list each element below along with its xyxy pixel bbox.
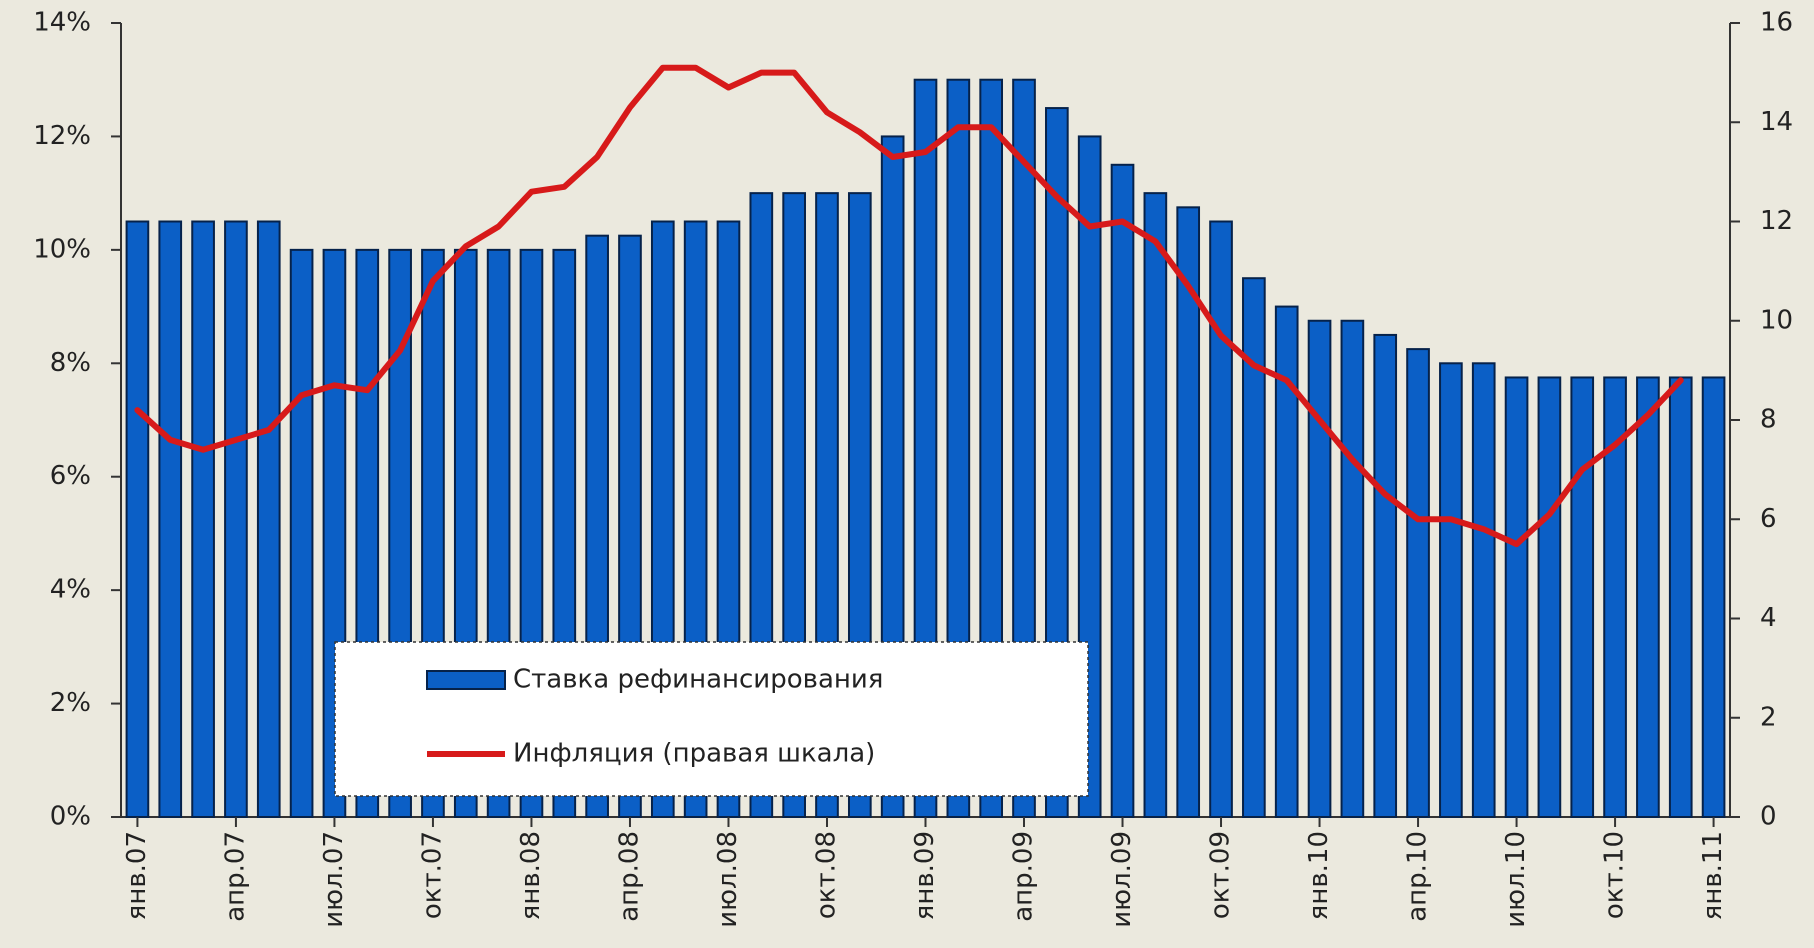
bar <box>1668 376 1693 818</box>
bar <box>125 220 150 818</box>
y2-tick-label: 0 <box>1760 802 1777 832</box>
y2-tick-label: 10 <box>1760 305 1793 335</box>
y2-tick-label: 16 <box>1760 8 1793 38</box>
bar <box>256 220 281 818</box>
line <box>134 64 1684 548</box>
x-tick-label: янв.10 <box>1304 831 1334 920</box>
bar <box>1045 107 1069 819</box>
bar <box>946 78 971 818</box>
bar <box>1701 376 1726 818</box>
x-tick-label: янв.09 <box>910 831 940 920</box>
bar <box>1242 277 1266 818</box>
bar <box>1570 376 1595 818</box>
y-tick-label: 6% <box>50 461 91 491</box>
bar <box>1307 319 1332 818</box>
y2-tick-label: 2 <box>1760 702 1777 732</box>
y-tick-label: 0% <box>50 802 91 832</box>
bar <box>1373 333 1398 818</box>
y-tick-label: 8% <box>50 348 91 378</box>
bar <box>224 220 248 818</box>
y-tick-label: 10% <box>33 234 91 264</box>
y-tick-label: 12% <box>33 121 91 151</box>
x-tick-label: окт.10 <box>1600 831 1630 919</box>
x-tick-label: янв.08 <box>516 831 546 920</box>
bar <box>979 78 1004 818</box>
x-tick-label: янв.11 <box>1698 831 1728 920</box>
bar <box>1110 163 1135 819</box>
bar <box>1636 376 1660 818</box>
y-tick-label: 14% <box>33 8 91 38</box>
bar <box>1406 348 1430 818</box>
legend-box <box>334 641 1089 797</box>
y-tick-label: 4% <box>50 575 91 605</box>
x-tick-label: июл.07 <box>319 831 349 928</box>
x-tick-label: апр.07 <box>220 831 250 922</box>
x-tick-label: окт.07 <box>417 831 447 919</box>
y2-tick-label: 14 <box>1760 107 1793 137</box>
x-tick-label: июл.08 <box>713 831 743 928</box>
bar <box>191 220 215 818</box>
bar <box>289 248 314 819</box>
x-tick-label: апр.09 <box>1009 831 1039 922</box>
x-tick-label: июл.10 <box>1501 831 1531 928</box>
x-tick-label: июл.09 <box>1107 831 1137 928</box>
x-tick-label: апр.08 <box>614 831 644 922</box>
y2-tick-label: 4 <box>1760 603 1777 633</box>
bar <box>1274 305 1299 818</box>
legend-swatch <box>426 670 506 690</box>
legend-label: Инфляция (правая шкала) <box>513 739 875 769</box>
bar <box>1176 206 1201 819</box>
y2-tick-label: 6 <box>1760 504 1777 534</box>
bar <box>1504 376 1529 818</box>
x-tick-label: янв.07 <box>122 831 152 920</box>
bar <box>158 220 183 818</box>
x-tick-label: апр.10 <box>1403 831 1433 922</box>
x-tick-label: окт.08 <box>811 831 841 919</box>
bar <box>1439 362 1463 818</box>
y2-tick-label: 8 <box>1760 405 1777 435</box>
bar <box>1143 192 1168 818</box>
legend-label: Ставка рефинансирования <box>513 665 883 695</box>
bar <box>1471 362 1496 818</box>
bar <box>1340 319 1365 818</box>
y2-tick-label: 12 <box>1760 206 1793 236</box>
bar <box>1537 376 1562 818</box>
x-tick-label: окт.09 <box>1206 831 1236 919</box>
y-tick-label: 2% <box>50 688 91 718</box>
bar <box>1209 220 1233 818</box>
